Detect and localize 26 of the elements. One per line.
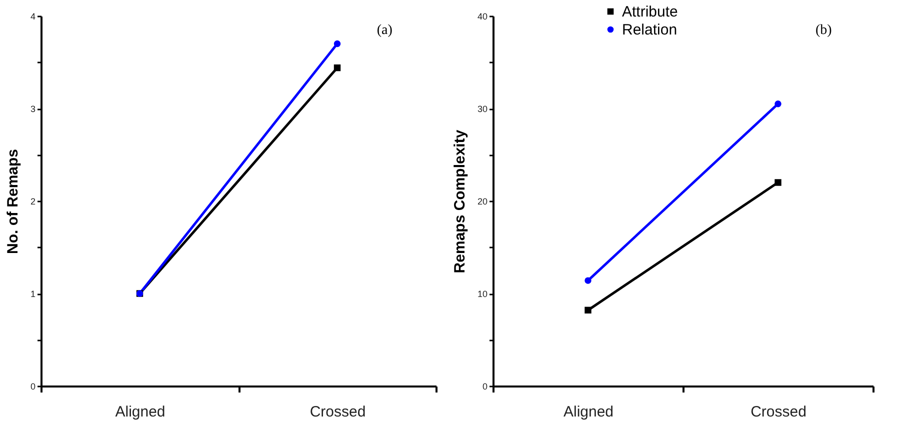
x-tick-label: Aligned bbox=[115, 404, 166, 420]
y-tick-label: 3 bbox=[30, 104, 36, 114]
point bbox=[334, 40, 341, 48]
annotation: (b) bbox=[815, 23, 832, 38]
point bbox=[774, 100, 782, 108]
y-tick-label: 40 bbox=[477, 12, 488, 22]
x-tick-label: Crossed bbox=[310, 404, 366, 420]
y-tick-label: 30 bbox=[477, 104, 488, 114]
y-tick-label: 10 bbox=[477, 289, 488, 299]
annotation: (a) bbox=[376, 23, 393, 38]
y-axis-title: No. of Remaps bbox=[4, 148, 22, 254]
x-tick-label: Crossed bbox=[750, 404, 806, 420]
y-tick-label: 2 bbox=[30, 196, 36, 206]
point bbox=[584, 277, 592, 284]
y-tick-label: 0 bbox=[30, 382, 36, 392]
y-tick-label: 4 bbox=[30, 12, 36, 22]
point bbox=[334, 64, 341, 72]
y-axis-title: Remaps Complexity bbox=[451, 129, 468, 274]
x-tick-label: Aligned bbox=[563, 404, 614, 420]
y-tick-label: 0 bbox=[482, 382, 488, 392]
legend-label: Relation bbox=[622, 22, 678, 38]
legend-label: Attribute bbox=[622, 4, 678, 20]
point bbox=[774, 179, 782, 186]
point bbox=[584, 306, 592, 314]
y-tick-label: 1 bbox=[30, 289, 36, 299]
y-tick-label: 20 bbox=[477, 196, 488, 206]
